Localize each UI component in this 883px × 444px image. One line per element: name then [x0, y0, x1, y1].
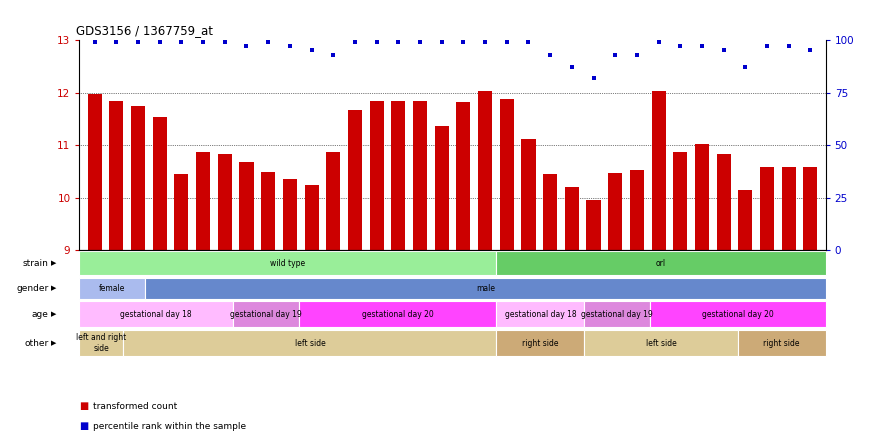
- Bar: [326, 152, 340, 250]
- Bar: [239, 163, 253, 250]
- Text: orl: orl: [656, 259, 666, 268]
- Bar: [760, 166, 774, 250]
- Bar: [79, 301, 233, 327]
- Bar: [585, 330, 738, 356]
- Text: right side: right side: [522, 338, 559, 348]
- Bar: [87, 94, 102, 250]
- Bar: [565, 186, 579, 250]
- Bar: [233, 301, 299, 327]
- Text: left side: left side: [645, 338, 676, 348]
- Text: female: female: [99, 284, 125, 293]
- Bar: [124, 330, 496, 356]
- Bar: [174, 174, 188, 250]
- Text: ▶: ▶: [51, 285, 57, 291]
- Bar: [543, 174, 557, 250]
- Bar: [650, 301, 826, 327]
- Bar: [218, 154, 232, 250]
- Bar: [496, 301, 585, 327]
- Bar: [109, 101, 124, 250]
- Bar: [630, 170, 644, 250]
- Bar: [478, 91, 492, 250]
- Bar: [738, 330, 826, 356]
- Bar: [521, 139, 535, 250]
- Bar: [781, 166, 796, 250]
- Bar: [695, 144, 709, 250]
- Text: ■: ■: [79, 421, 88, 431]
- Bar: [457, 102, 471, 250]
- Text: left side: left side: [295, 338, 325, 348]
- Text: gestational day 19: gestational day 19: [230, 310, 302, 319]
- Text: gender: gender: [16, 284, 49, 293]
- Text: other: other: [25, 338, 49, 348]
- Bar: [391, 101, 405, 250]
- Text: strain: strain: [23, 259, 49, 268]
- Bar: [804, 166, 818, 250]
- Text: left and right
side: left and right side: [76, 333, 126, 353]
- Text: gestational day 18: gestational day 18: [120, 310, 192, 319]
- Text: gestational day 18: gestational day 18: [504, 310, 576, 319]
- Bar: [717, 154, 731, 250]
- Bar: [496, 251, 826, 275]
- Text: wild type: wild type: [270, 259, 306, 268]
- Text: ▶: ▶: [51, 311, 57, 317]
- Text: age: age: [32, 310, 49, 319]
- Bar: [196, 152, 210, 250]
- Text: male: male: [476, 284, 495, 293]
- Text: transformed count: transformed count: [93, 402, 177, 411]
- Bar: [434, 126, 449, 250]
- Text: percentile rank within the sample: percentile rank within the sample: [93, 422, 245, 431]
- Bar: [413, 101, 427, 250]
- Text: GDS3156 / 1367759_at: GDS3156 / 1367759_at: [76, 24, 213, 37]
- Bar: [79, 278, 146, 299]
- Bar: [305, 186, 319, 250]
- Bar: [585, 301, 650, 327]
- Bar: [738, 190, 752, 250]
- Text: right side: right side: [764, 338, 800, 348]
- Text: gestational day 20: gestational day 20: [362, 310, 434, 319]
- Text: ▶: ▶: [51, 340, 57, 346]
- Bar: [586, 200, 600, 250]
- Bar: [283, 179, 297, 250]
- Bar: [153, 117, 167, 250]
- Bar: [299, 301, 496, 327]
- Bar: [79, 330, 124, 356]
- Bar: [652, 91, 666, 250]
- Text: ▶: ▶: [51, 260, 57, 266]
- Text: ■: ■: [79, 401, 88, 411]
- Bar: [673, 152, 687, 250]
- Bar: [608, 174, 623, 250]
- Text: gestational day 19: gestational day 19: [581, 310, 653, 319]
- Bar: [79, 251, 496, 275]
- Bar: [131, 106, 145, 250]
- Bar: [500, 99, 514, 250]
- Bar: [348, 110, 362, 250]
- Bar: [261, 172, 275, 250]
- Text: gestational day 20: gestational day 20: [702, 310, 774, 319]
- Bar: [496, 330, 585, 356]
- Bar: [370, 101, 384, 250]
